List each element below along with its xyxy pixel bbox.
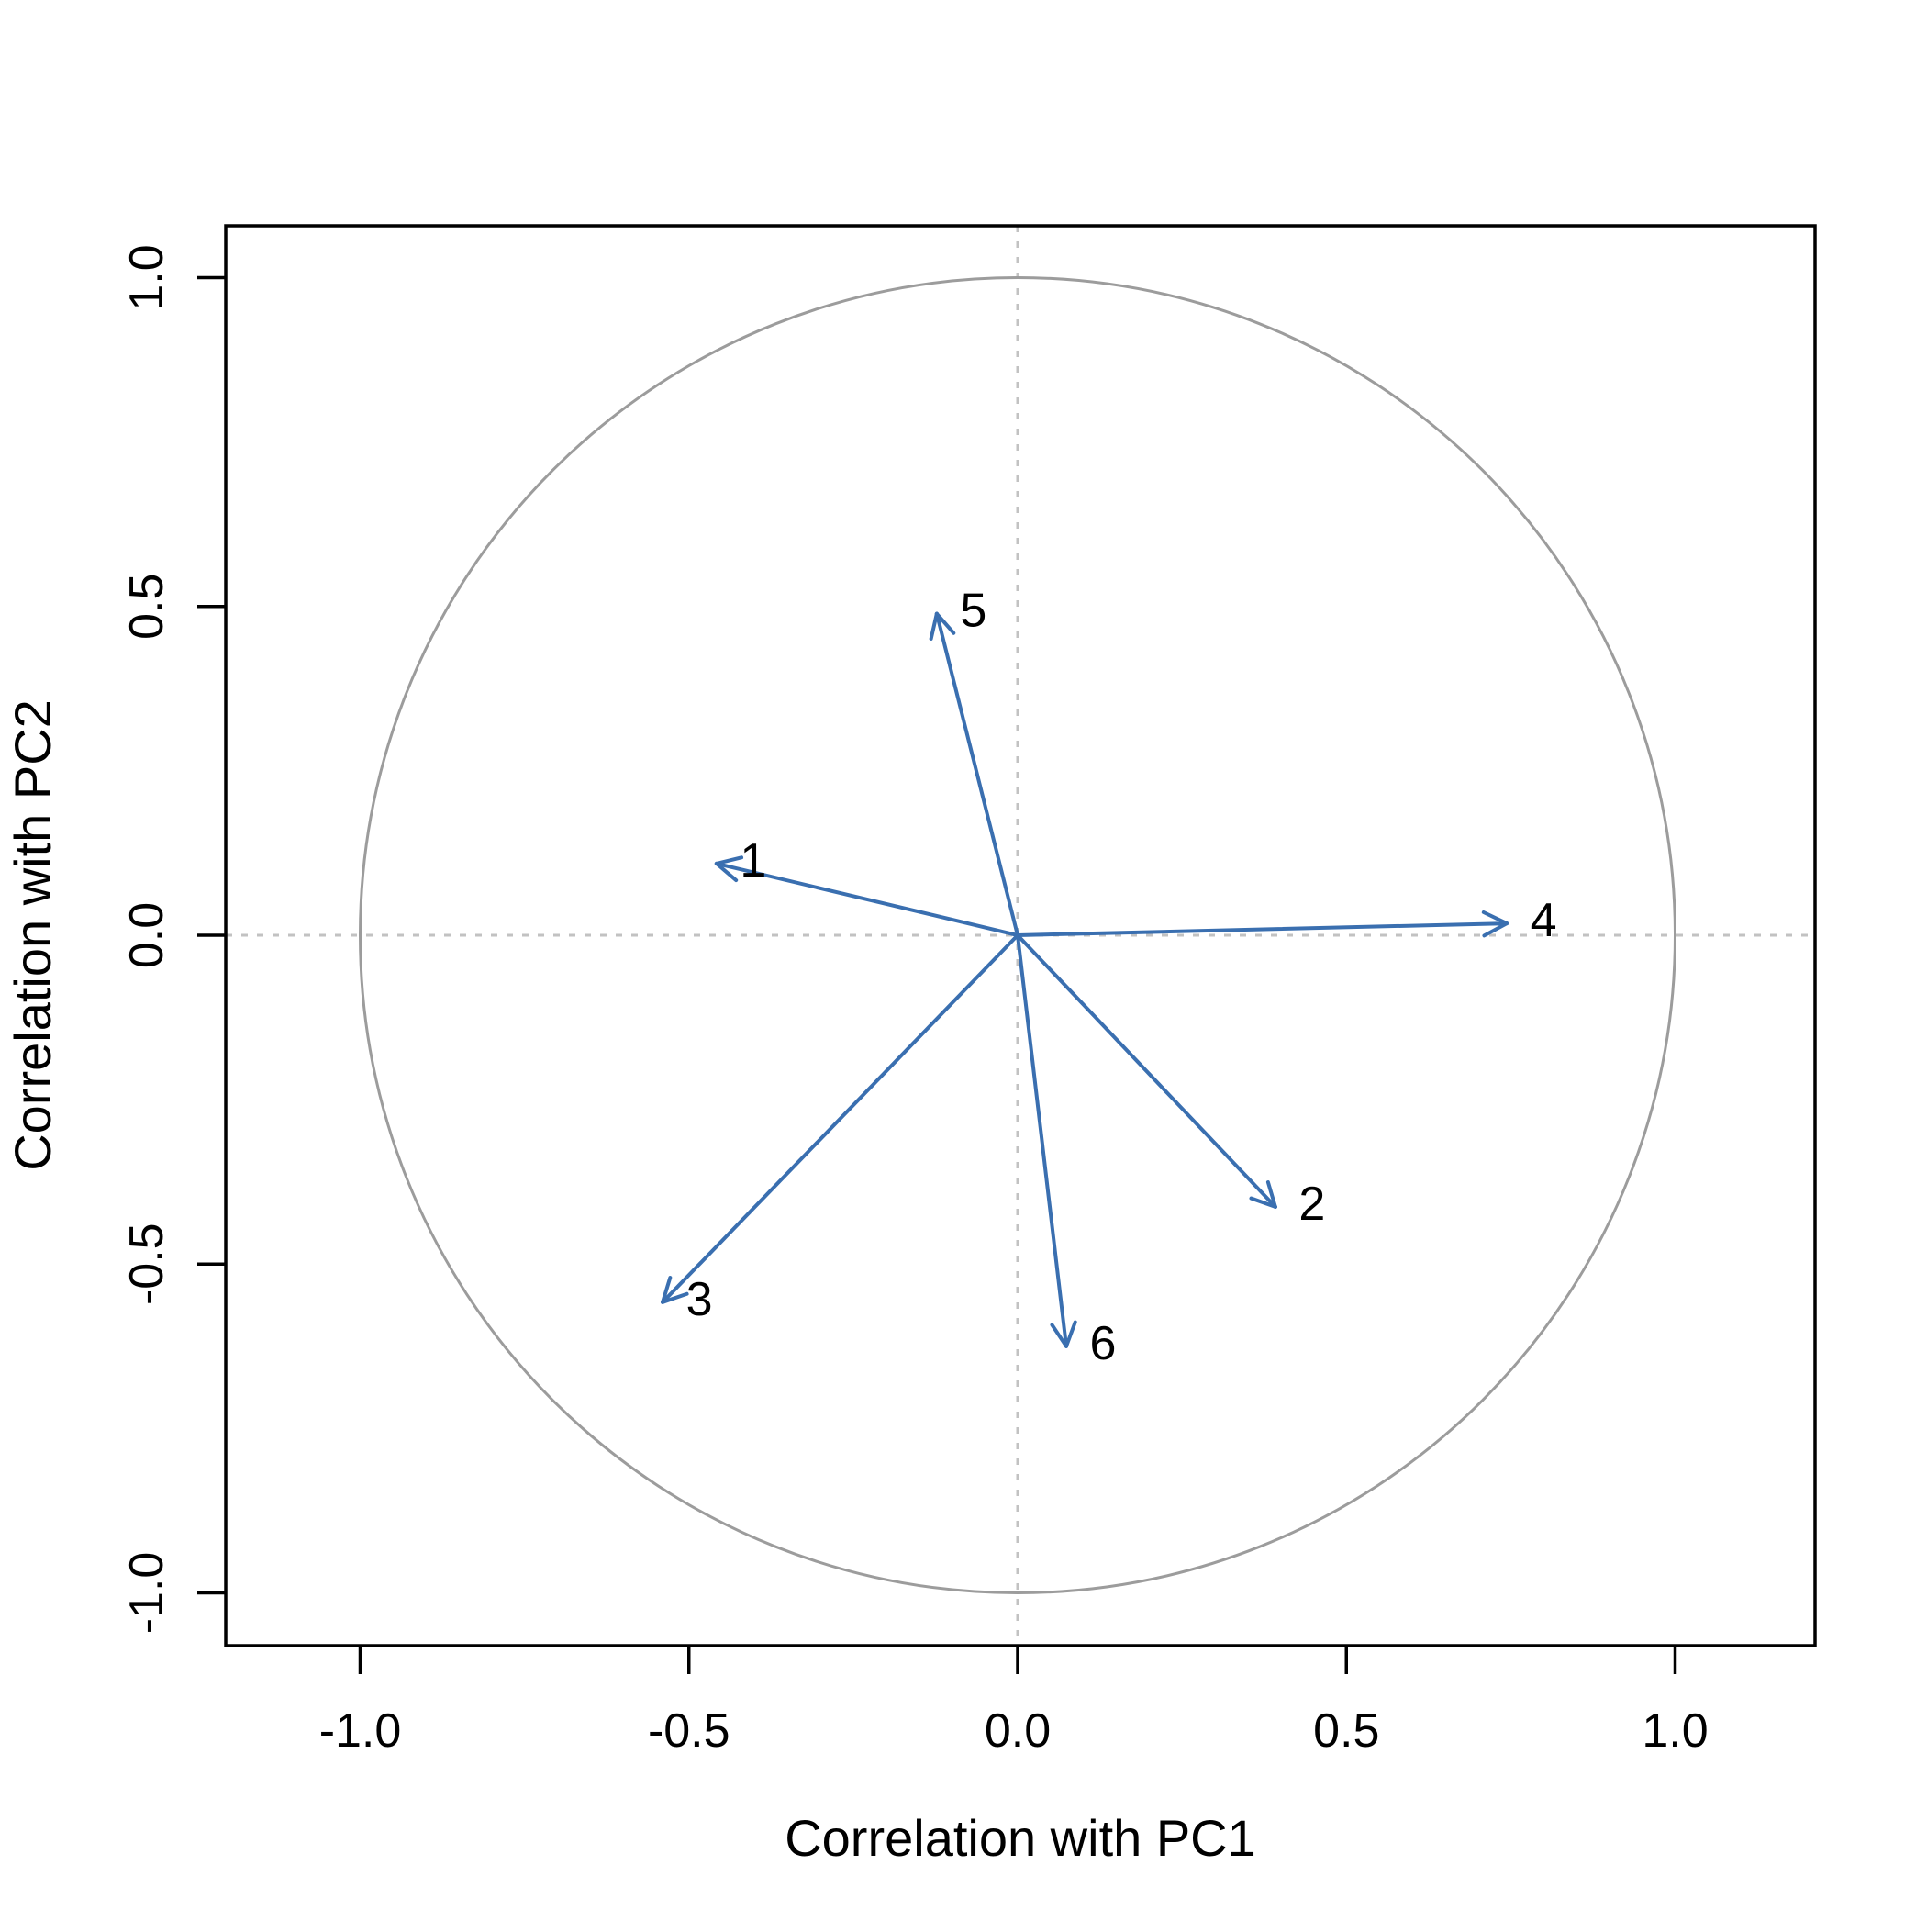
variable-label-5: 5: [960, 585, 986, 638]
variable-arrowhead-4: [1482, 921, 1509, 938]
x-axis-tick-label: -0.5: [648, 1704, 730, 1758]
variable-arrowhead-6: [1064, 1320, 1077, 1348]
variable-label-1: 1: [740, 834, 766, 888]
variable-arrow-5: [934, 611, 1019, 937]
plot-layer: -1.0 -0.5 0.0 0.5 1.0 -1.0 -0.5 0.0 0.5 1.0 1 2 3 4 5 6: [120, 224, 1817, 1758]
variable-arrowhead-5: [934, 611, 956, 635]
variable-arrowhead-2: [1249, 1196, 1277, 1209]
x-axis-tick-label: 0.5: [1313, 1704, 1379, 1758]
variable-arrow-1: [714, 861, 1019, 937]
y-axis-title: Correlation with PC2: [4, 699, 61, 1171]
variable-arrow-4: [1016, 921, 1509, 937]
variable-arrow-6: [1016, 933, 1069, 1348]
variable-label-3: 3: [686, 1273, 713, 1326]
x-axis-tick-label: 1.0: [1642, 1704, 1708, 1758]
variable-label-2: 2: [1298, 1178, 1325, 1231]
x-axis-tick-label: 0.0: [985, 1704, 1051, 1758]
variable-label-6: 6: [1090, 1317, 1117, 1370]
variable-arrow-2: [1016, 933, 1277, 1209]
y-axis-tick-label: 0.0: [120, 902, 173, 968]
variable-arrowhead-1: [714, 861, 739, 883]
variable-arrowhead-1: [714, 855, 744, 865]
variable-arrowhead-4: [1481, 910, 1509, 926]
variable-arrowhead-6: [1050, 1323, 1069, 1348]
variable-arrowhead-3: [661, 1276, 673, 1304]
variable-arrowhead-2: [1265, 1180, 1277, 1209]
y-axis-tick-label: -0.5: [120, 1223, 173, 1305]
unit-circle: [359, 276, 1676, 1594]
x-axis-title: Correlation with PC1: [785, 1809, 1256, 1867]
variable-arrowhead-3: [661, 1291, 689, 1304]
y-axis-tick-label: -1.0: [120, 1552, 173, 1635]
y-axis-tick-label: 0.5: [120, 574, 173, 640]
variable-arrowhead-5: [929, 611, 939, 641]
y-axis-tick-label: 1.0: [120, 244, 173, 310]
variable-arrow-3: [661, 933, 1019, 1304]
x-axis-tick-label: -1.0: [319, 1704, 402, 1758]
variable-label-4: 4: [1531, 894, 1557, 947]
